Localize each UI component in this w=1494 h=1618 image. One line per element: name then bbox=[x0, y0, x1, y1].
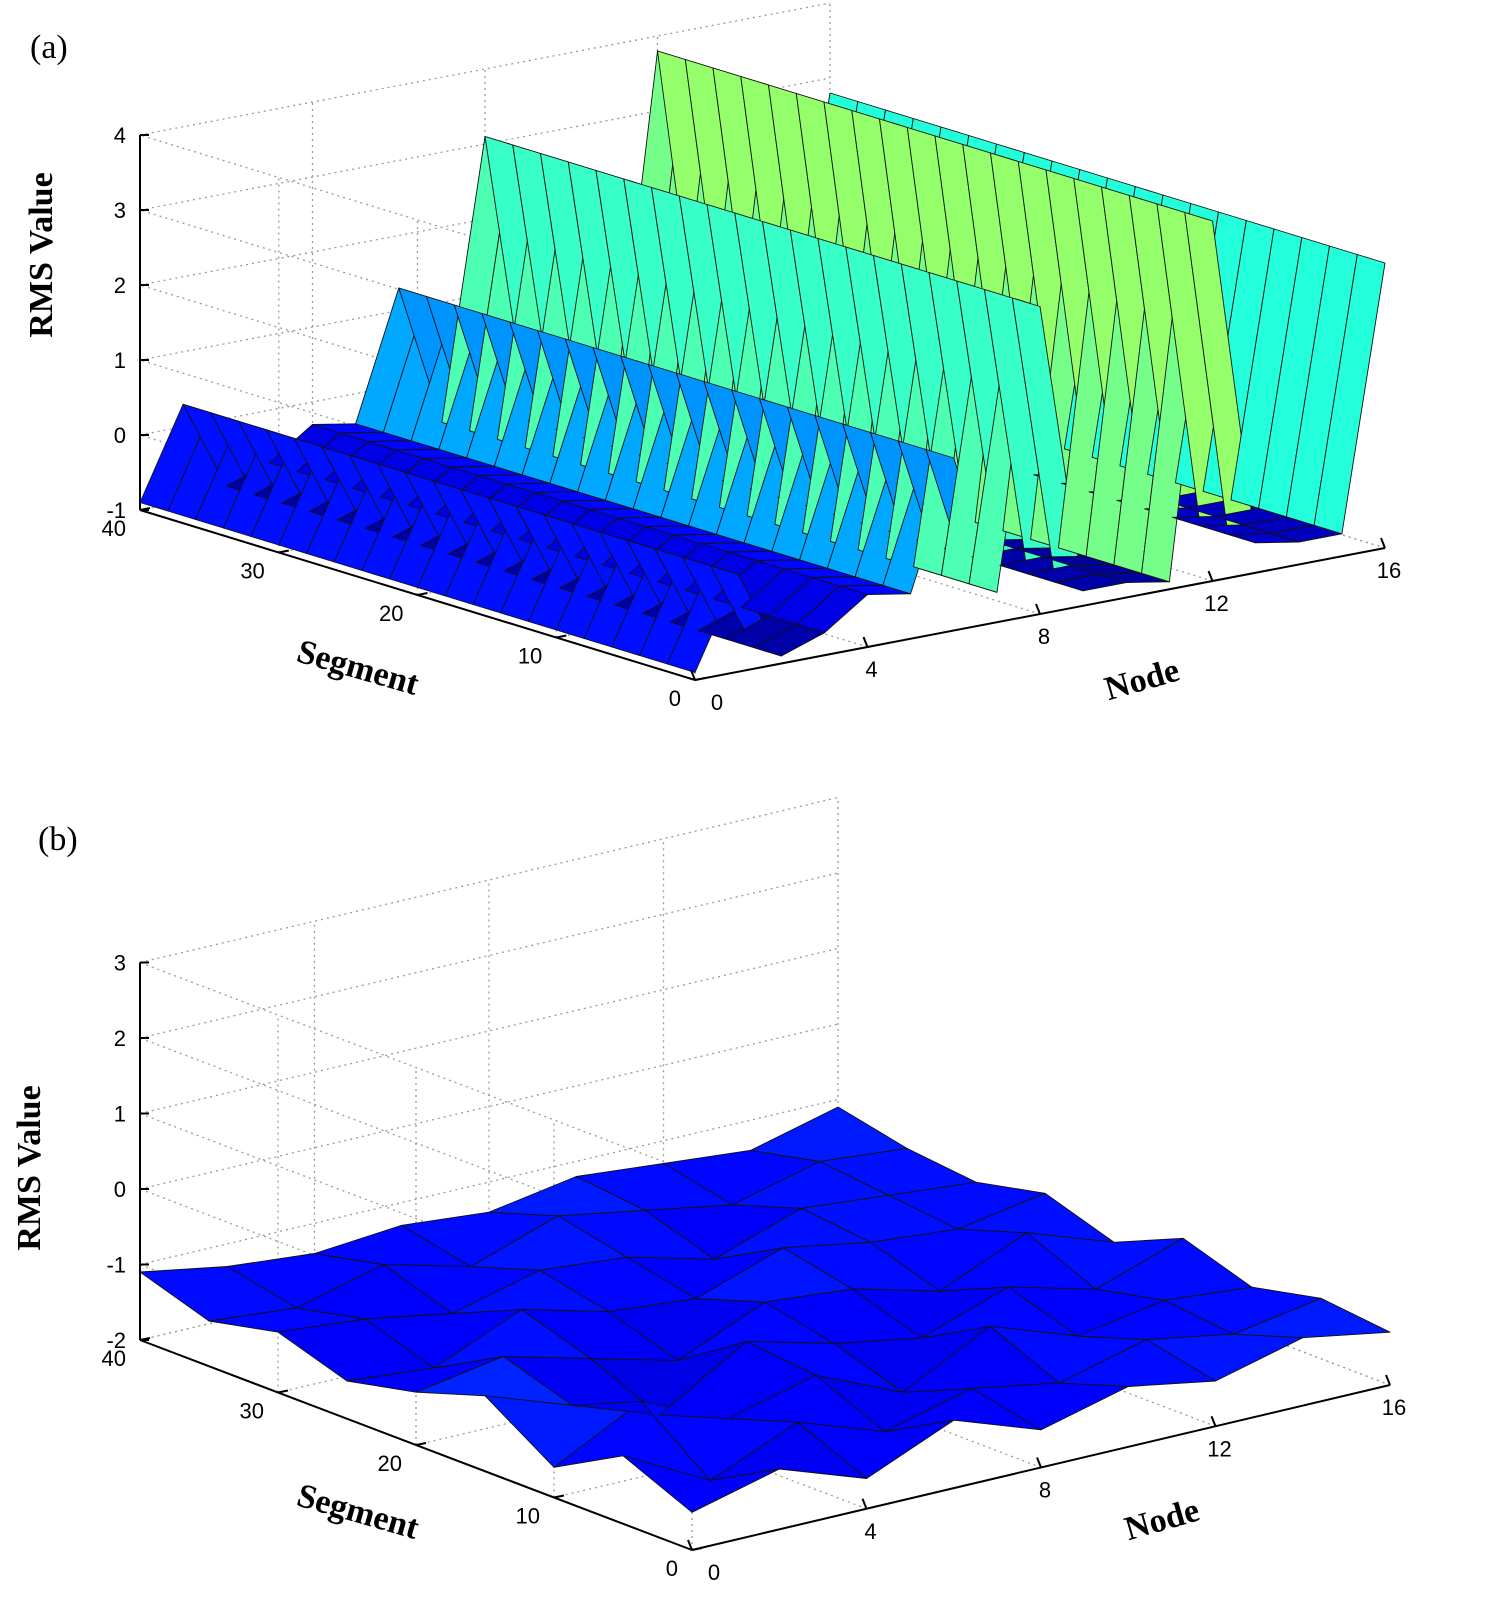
segment-tick-label: 40 bbox=[102, 516, 126, 541]
segment-tick-mark bbox=[415, 1442, 427, 1446]
z-tick-label: 3 bbox=[114, 198, 126, 223]
segment-tick-label: 10 bbox=[516, 1504, 540, 1529]
panel-label-a: (a) bbox=[30, 29, 68, 66]
segment-tick-label: 30 bbox=[240, 559, 264, 584]
node-tick-label: 16 bbox=[1377, 558, 1401, 583]
z-tick-label: 0 bbox=[114, 423, 126, 448]
node-tick-label: 4 bbox=[864, 1519, 876, 1544]
xlabel-b: Node bbox=[1121, 1492, 1204, 1548]
zlabel-a: RMS Value bbox=[23, 172, 60, 337]
z-tick-label: 4 bbox=[114, 123, 126, 148]
z-tick-label: -1 bbox=[106, 1253, 126, 1278]
node-tick-label: 16 bbox=[1382, 1395, 1406, 1420]
surface-a bbox=[139, 50, 1386, 673]
gridline-z-left bbox=[139, 961, 693, 1174]
node-tick-label: 0 bbox=[711, 690, 723, 715]
ylabel-b: Segment bbox=[293, 1477, 424, 1547]
segment-tick-label: 0 bbox=[669, 686, 681, 711]
segment-tick-mark bbox=[556, 634, 567, 639]
segment-tick-mark bbox=[278, 549, 289, 554]
z-tick-label: 2 bbox=[114, 273, 126, 298]
z-tick-label: -2 bbox=[106, 1328, 126, 1353]
z-tick-label: 0 bbox=[114, 1177, 126, 1202]
node-tick-mark bbox=[1036, 1457, 1042, 1468]
ylabel-a: Segment bbox=[293, 633, 424, 703]
segment-tick-label: 10 bbox=[518, 644, 542, 669]
z-tick-label: 1 bbox=[114, 1102, 126, 1127]
node-tick-label: 12 bbox=[1204, 591, 1228, 616]
panel-label-b: (b) bbox=[38, 821, 78, 858]
segment-tick-mark bbox=[139, 1337, 151, 1341]
segment-tick-label: 0 bbox=[666, 1556, 678, 1581]
node-tick-mark bbox=[861, 1498, 868, 1510]
gridline-z-left bbox=[139, 1112, 693, 1325]
segment-tick-label: 40 bbox=[102, 1346, 126, 1371]
node-tick-mark bbox=[1380, 537, 1386, 549]
segment-tick-mark bbox=[139, 507, 151, 511]
node-tick-mark bbox=[1210, 1415, 1217, 1427]
segment-tick-label: 20 bbox=[379, 601, 403, 626]
z-tick-label: 3 bbox=[114, 951, 126, 976]
xlabel-a: Node bbox=[1101, 652, 1184, 708]
gridline-x-floor bbox=[484, 443, 1041, 615]
node-tick-mark bbox=[690, 669, 696, 681]
node-tick-mark bbox=[1207, 570, 1214, 582]
node-tick-mark bbox=[1035, 603, 1041, 615]
node-tick-label: 4 bbox=[865, 657, 877, 682]
node-tick-label: 8 bbox=[1038, 624, 1050, 649]
zlabel-b: RMS Value bbox=[11, 1085, 48, 1250]
segment-tick-label: 20 bbox=[378, 1451, 402, 1476]
node-tick-mark bbox=[862, 636, 869, 648]
segment-tick-mark bbox=[277, 1389, 289, 1394]
node-tick-label: 0 bbox=[708, 1560, 720, 1585]
surface-facet bbox=[1313, 254, 1386, 535]
z-tick-label: 2 bbox=[114, 1026, 126, 1051]
surface-facet bbox=[1233, 1297, 1391, 1339]
surface-b bbox=[139, 1106, 1391, 1513]
z-tick-label: 1 bbox=[114, 348, 126, 373]
node-tick-label: 12 bbox=[1207, 1436, 1231, 1461]
segment-tick-mark bbox=[417, 592, 428, 596]
node-tick-mark bbox=[687, 1539, 693, 1551]
segment-tick-mark bbox=[553, 1494, 565, 1499]
node-tick-mark bbox=[1385, 1374, 1391, 1386]
segment-tick-mark bbox=[691, 1547, 703, 1551]
node-tick-label: 8 bbox=[1039, 1478, 1051, 1503]
segment-tick-mark bbox=[694, 677, 706, 681]
segment-tick-label: 30 bbox=[240, 1399, 264, 1424]
z-tick-label: -1 bbox=[106, 498, 126, 523]
